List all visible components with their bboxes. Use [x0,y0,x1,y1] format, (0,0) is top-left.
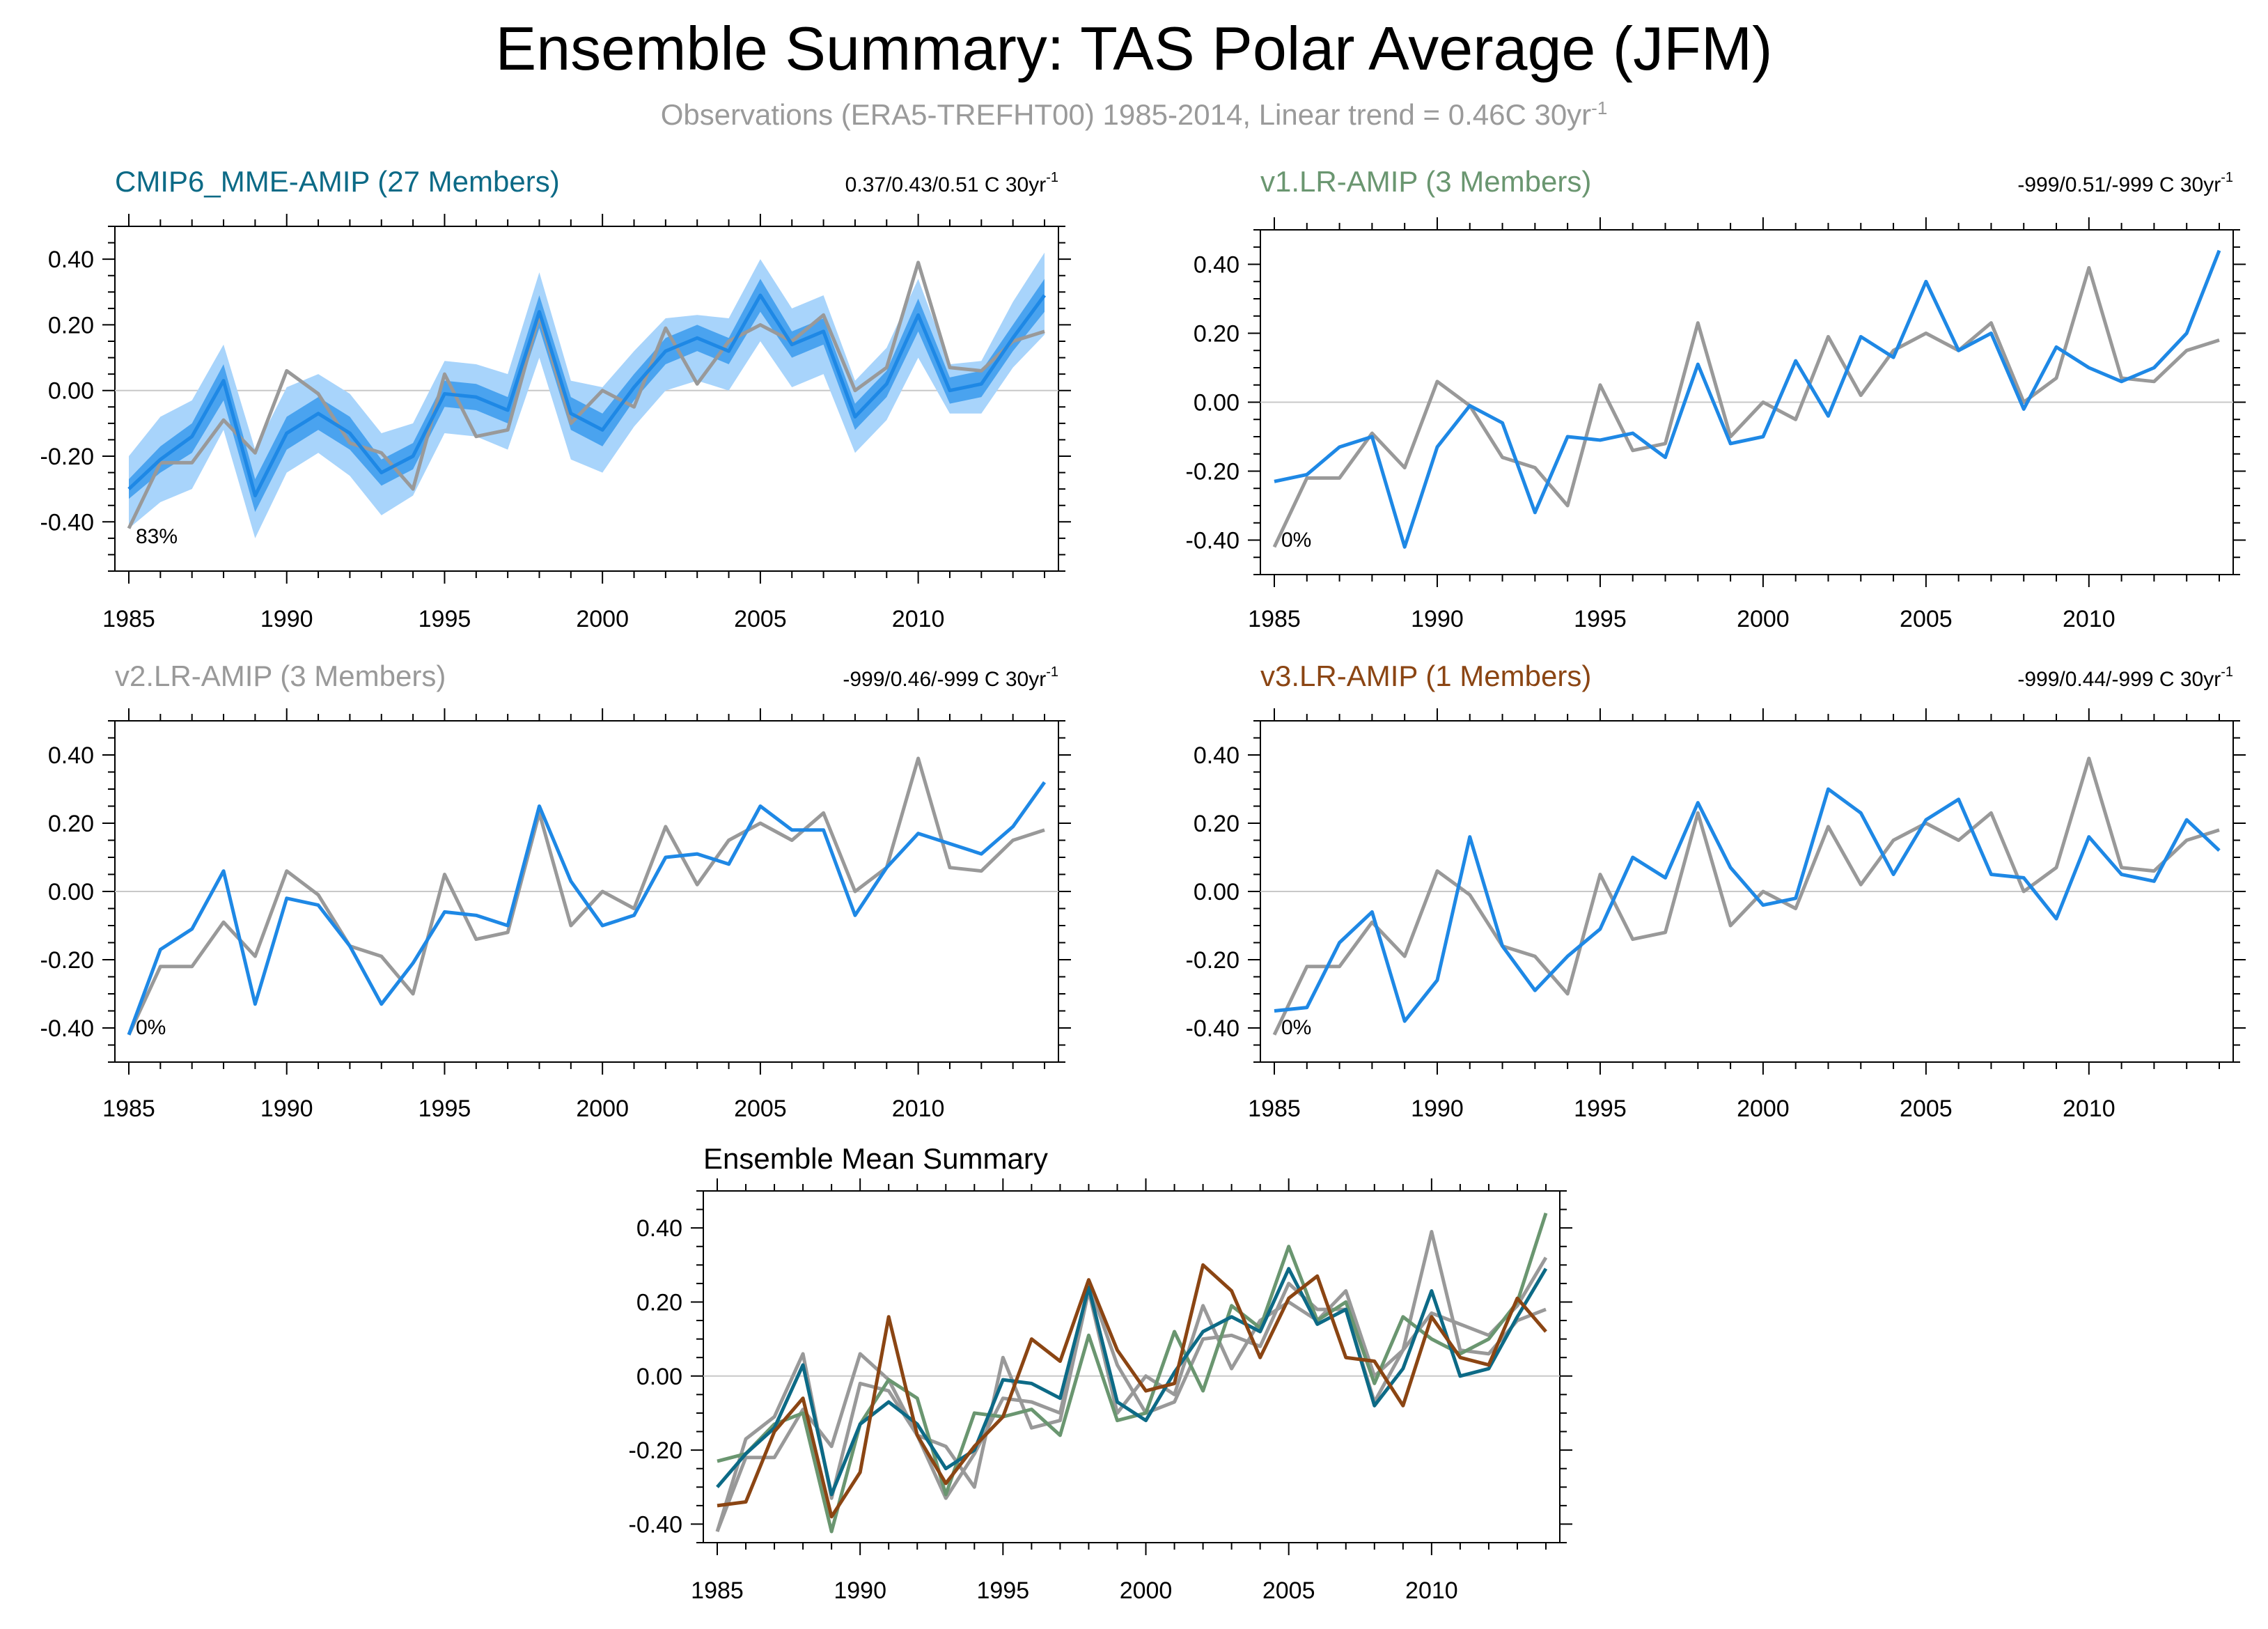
x-tick-label: 1985 [691,1577,744,1604]
y-tick-label: -0.20 [1186,947,1240,974]
band-inner [129,279,1045,513]
series-line-v3 [717,1263,1547,1519]
x-tick-label: 1985 [102,606,155,632]
trend-label: -999/0.46/-999 C 30yr-1 [843,664,1058,691]
x-tick-label: 1990 [1411,1096,1464,1122]
x-tick-label: 2000 [576,1096,629,1122]
series-line-observations [1272,265,2220,548]
chart-title: Ensemble Mean Summary [703,1142,1048,1175]
x-tick-label: 1990 [260,1096,313,1122]
chart-ensemble-mean-summary: Ensemble Mean Summary 1985 1990 1995 2000 200… [629,1142,1572,1604]
percent-label: 0% [1281,1016,1311,1039]
x-tick-label: 2005 [1262,1577,1315,1604]
x-tick-label: 2005 [734,606,787,632]
chart-v1: v1.LR-AMIP (3 Members) -999/0.51/-999 C 3… [1186,165,2246,632]
y-tick-label: -0.40 [40,509,95,536]
y-tick-label: 0.20 [1194,321,1239,348]
x-tick-label: 2010 [1405,1577,1458,1604]
x-tick-label: 1995 [419,1096,471,1122]
series-line-model [127,781,1047,1036]
y-tick-label: -0.20 [629,1437,683,1464]
x-tick-label: 1990 [834,1577,886,1604]
page-title: Ensemble Summary: TAS Polar Average (JFM… [495,14,1773,83]
series-line-model [1274,787,2221,1023]
percent-label: 83% [136,525,178,548]
y-tick-label: 0.40 [636,1215,682,1242]
x-tick-label: 1990 [1411,606,1464,632]
series-line-ensemble-mean [127,293,1047,498]
y-tick-label: 0.40 [1194,742,1239,769]
series-line-v1 [717,1213,1548,1534]
y-tick-label: -0.20 [40,947,95,974]
y-tick-label: -0.40 [40,1015,95,1042]
y-tick-label: -0.40 [1186,1015,1240,1042]
x-tick-label: 1990 [260,606,313,632]
x-tick-label: 2010 [2063,606,2116,632]
x-tick-label: 2005 [1900,606,1953,632]
y-tick-label: 0.20 [48,312,94,338]
x-tick-label: 2000 [1737,1096,1790,1122]
x-tick-label: 1995 [419,606,471,632]
x-tick-label: 2000 [576,606,629,632]
x-tick-label: 2010 [2063,1096,2116,1122]
y-tick-label: -0.20 [1186,459,1240,485]
series-line-observations [1272,756,2220,1036]
x-tick-label: 1995 [1574,606,1627,632]
series-line-cmip6 [716,1267,1548,1497]
y-tick-label: -0.40 [1186,528,1240,554]
plot-frame [114,226,1059,572]
x-tick-label: 1995 [1574,1096,1627,1122]
chart-title: v2.LR-AMIP (3 Members) [115,660,446,692]
x-tick-label: 1985 [1248,606,1301,632]
series-line-observations [127,756,1045,1036]
x-tick-label: 2005 [1900,1096,1953,1122]
plot-frame [703,1190,1561,1543]
y-tick-label: 0.00 [1194,879,1239,905]
trend-label: 0.37/0.43/0.51 C 30yr-1 [845,170,1058,196]
series-line-v2 [715,1256,1548,1532]
y-tick-label: 0.20 [1194,811,1239,837]
y-tick-label: 0.00 [1194,390,1239,416]
chart-title: v3.LR-AMIP (1 Members) [1260,660,1591,692]
chart-title: CMIP6_MME-AMIP (27 Members) [115,165,560,198]
y-tick-label: 0.00 [48,879,94,905]
percent-label: 0% [136,1016,166,1039]
y-tick-label: 0.00 [636,1364,682,1390]
trend-label: -999/0.44/-999 C 30yr-1 [2017,664,2233,691]
x-tick-label: 2010 [892,1096,945,1122]
page-subtitle: Observations (ERA5-TREFHT00) 1985-2014, … [660,98,1608,131]
x-tick-label: 2000 [1737,606,1790,632]
series-line-observations [127,260,1045,529]
y-tick-label: -0.40 [629,1511,683,1538]
chart-title: v1.LR-AMIP (3 Members) [1260,165,1591,198]
series-line-observations [715,1229,1547,1532]
y-tick-label: 0.20 [48,811,94,837]
y-tick-label: 0.40 [1194,252,1239,279]
y-tick-label: -0.20 [40,444,95,470]
chart-v3: v3.LR-AMIP (1 Members) -999/0.44/-999 C 3… [1186,660,2246,1122]
series-line-model [1274,249,2221,549]
chart-v2: v2.LR-AMIP (3 Members) -999/0.46/-999 C 3… [40,660,1071,1122]
chart-cmip6: CMIP6_MME-AMIP (27 Members) 0.37/0.43/0.5… [40,165,1071,632]
x-tick-label: 2000 [1120,1577,1173,1604]
y-tick-label: 0.00 [48,378,94,405]
x-tick-label: 2010 [892,606,945,632]
y-tick-label: 0.40 [48,742,94,769]
x-tick-label: 1985 [102,1096,155,1122]
y-tick-label: 0.20 [636,1289,682,1316]
x-tick-label: 1995 [977,1577,1030,1604]
percent-label: 0% [1281,529,1311,552]
trend-label: -999/0.51/-999 C 30yr-1 [2017,170,2233,196]
y-tick-label: 0.40 [48,247,94,273]
x-tick-label: 1985 [1248,1096,1301,1122]
x-tick-label: 2005 [734,1096,787,1122]
